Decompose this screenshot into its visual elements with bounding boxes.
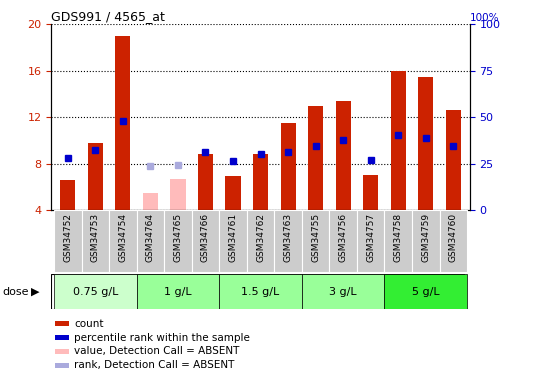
Bar bbox=[164, 210, 192, 272]
Bar bbox=[329, 210, 357, 272]
Bar bbox=[219, 274, 302, 309]
Bar bbox=[192, 210, 219, 272]
Bar bbox=[274, 210, 302, 272]
Bar bbox=[171, 178, 186, 210]
Text: GSM34764: GSM34764 bbox=[146, 213, 155, 262]
Text: ▶: ▶ bbox=[31, 286, 40, 297]
Bar bbox=[56, 363, 69, 368]
Bar bbox=[247, 210, 274, 272]
Text: GSM34752: GSM34752 bbox=[63, 213, 72, 262]
Text: value, Detection Call = ABSENT: value, Detection Call = ABSENT bbox=[75, 346, 240, 357]
Bar bbox=[56, 349, 69, 354]
Bar bbox=[116, 36, 131, 210]
Bar bbox=[357, 210, 384, 272]
Bar bbox=[390, 71, 406, 210]
Bar bbox=[308, 106, 323, 210]
Text: 1 g/L: 1 g/L bbox=[164, 286, 192, 297]
Bar bbox=[82, 210, 109, 272]
Bar bbox=[198, 154, 213, 210]
Text: 100%: 100% bbox=[470, 12, 500, 22]
Text: 5 g/L: 5 g/L bbox=[412, 286, 440, 297]
Bar bbox=[56, 321, 69, 327]
Text: GSM34755: GSM34755 bbox=[311, 213, 320, 262]
Bar bbox=[56, 334, 69, 340]
Bar bbox=[60, 180, 76, 210]
Text: 1.5 g/L: 1.5 g/L bbox=[241, 286, 280, 297]
Bar bbox=[54, 274, 137, 309]
Bar bbox=[302, 210, 329, 272]
Bar bbox=[219, 210, 247, 272]
Text: dose: dose bbox=[3, 286, 29, 297]
Text: GSM34759: GSM34759 bbox=[421, 213, 430, 262]
Text: GDS991 / 4565_at: GDS991 / 4565_at bbox=[51, 10, 165, 23]
Bar bbox=[302, 274, 384, 309]
Bar bbox=[280, 123, 296, 210]
Text: GSM34757: GSM34757 bbox=[366, 213, 375, 262]
Bar bbox=[143, 193, 158, 210]
Bar bbox=[88, 143, 103, 210]
Text: GSM34763: GSM34763 bbox=[284, 213, 293, 262]
Text: GSM34760: GSM34760 bbox=[449, 213, 458, 262]
Bar bbox=[137, 274, 219, 309]
Bar bbox=[54, 210, 82, 272]
Text: GSM34758: GSM34758 bbox=[394, 213, 403, 262]
Bar bbox=[412, 210, 440, 272]
Text: GSM34761: GSM34761 bbox=[228, 213, 238, 262]
Bar bbox=[440, 210, 467, 272]
Bar bbox=[137, 210, 164, 272]
Text: GSM34753: GSM34753 bbox=[91, 213, 100, 262]
Bar bbox=[446, 110, 461, 210]
Bar bbox=[225, 176, 241, 210]
Text: 0.75 g/L: 0.75 g/L bbox=[73, 286, 118, 297]
Text: count: count bbox=[75, 319, 104, 328]
Bar bbox=[384, 274, 467, 309]
Text: 3 g/L: 3 g/L bbox=[329, 286, 357, 297]
Text: GSM34765: GSM34765 bbox=[173, 213, 183, 262]
Bar bbox=[363, 175, 378, 210]
Bar bbox=[335, 101, 350, 210]
Text: rank, Detection Call = ABSENT: rank, Detection Call = ABSENT bbox=[75, 360, 235, 370]
Bar bbox=[253, 154, 268, 210]
Text: percentile rank within the sample: percentile rank within the sample bbox=[75, 333, 250, 342]
Text: GSM34766: GSM34766 bbox=[201, 213, 210, 262]
Bar bbox=[384, 210, 412, 272]
Text: GSM34756: GSM34756 bbox=[339, 213, 348, 262]
Bar bbox=[418, 76, 433, 210]
Text: GSM34754: GSM34754 bbox=[118, 213, 127, 262]
Text: GSM34762: GSM34762 bbox=[256, 213, 265, 262]
Bar bbox=[109, 210, 137, 272]
